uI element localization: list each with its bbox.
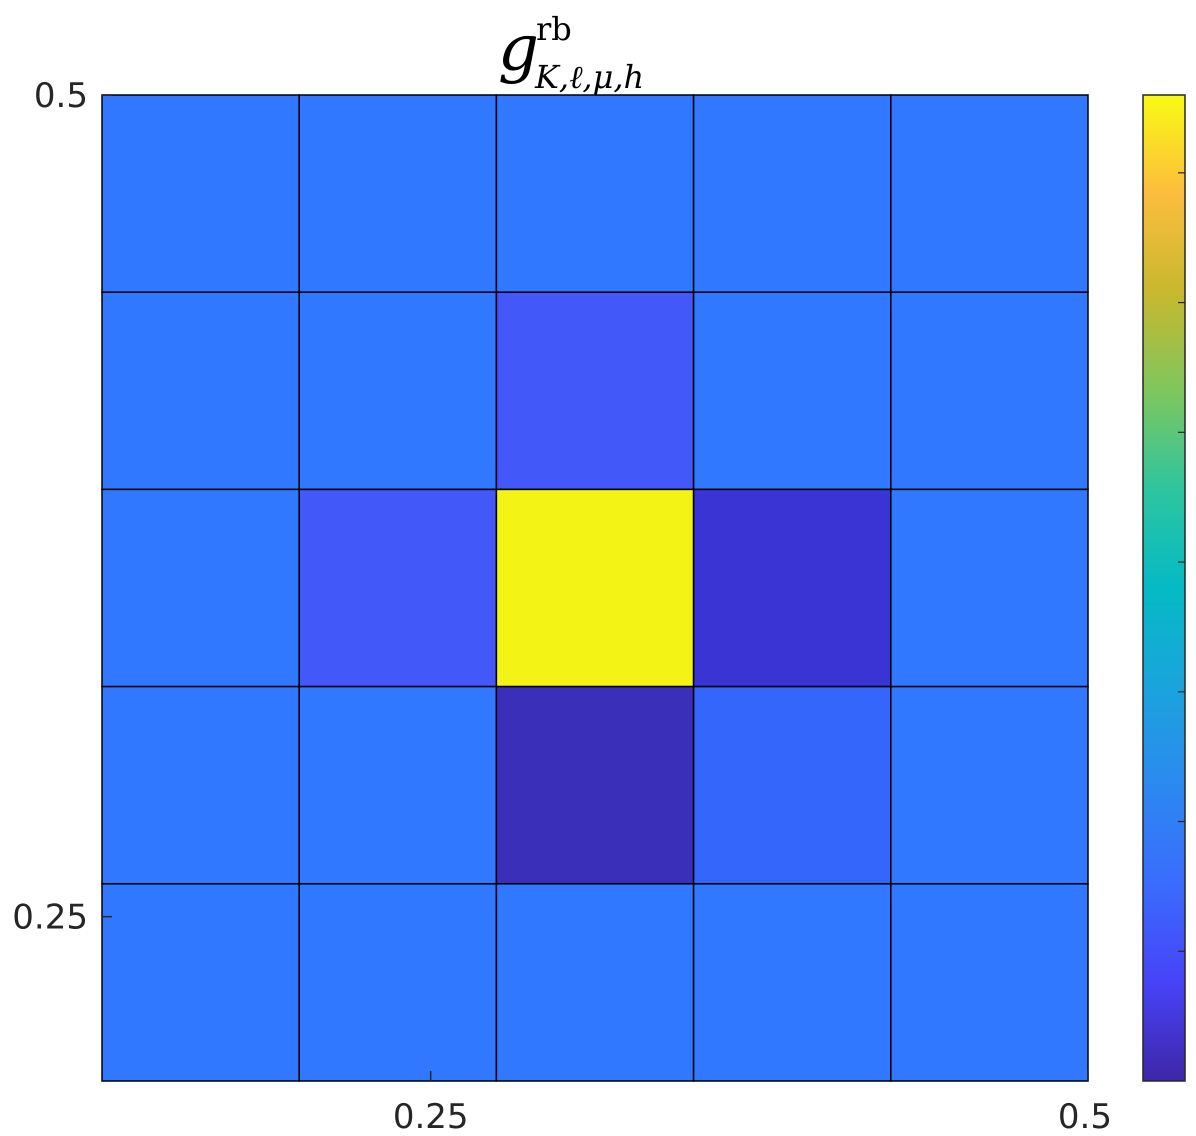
- title-subscript: K,ℓ,μ,h: [534, 58, 644, 96]
- heatmap-cell: [101, 685, 300, 885]
- y-tick-label: 0.25: [12, 898, 88, 938]
- heatmap-cells: [101, 94, 1089, 1082]
- heatmap-cell: [692, 291, 892, 491]
- heatmap-cell: [298, 291, 498, 491]
- heatmap-cell: [101, 488, 300, 688]
- heatmap-cell: [101, 94, 300, 293]
- heatmap-cell: [298, 685, 498, 885]
- chart-title: g rb K,ℓ,μ,h: [498, 10, 644, 96]
- heatmap-cell: [890, 291, 1089, 491]
- colorbar-ticks: [1178, 172, 1185, 952]
- title-symbol: g: [498, 12, 539, 86]
- heatmap-cell: [495, 488, 695, 688]
- axis-ticks: 0.25 0.5 0.5 0.25: [12, 76, 1112, 1136]
- heatmap-cell: [890, 488, 1089, 688]
- heatmap-cell: [692, 883, 892, 1082]
- heatmap-cell: [298, 488, 498, 688]
- heatmap-cell: [101, 883, 300, 1082]
- heatmap-cell: [495, 883, 695, 1082]
- heatmap-cell: [890, 685, 1089, 885]
- heatmap-cell: [890, 883, 1089, 1082]
- heatmap-cell: [101, 291, 300, 491]
- heatmap-cell: [298, 94, 498, 293]
- title-superscript: rb: [536, 10, 572, 48]
- heatmap-cell: [495, 685, 695, 885]
- colorbar: [1142, 94, 1186, 1082]
- colorbar-fill: [1142, 94, 1186, 1082]
- heatmap-cell: [692, 685, 892, 885]
- heatmap-cell: [495, 291, 695, 491]
- x-tick-label: 0.5: [1058, 1097, 1112, 1136]
- heatmap-cell: [890, 94, 1089, 293]
- x-tick-label: 0.25: [393, 1097, 469, 1136]
- heatmap-cell: [692, 94, 892, 293]
- y-tick-label: 0.5: [34, 76, 88, 116]
- heatmap-cell: [298, 883, 498, 1082]
- heatmap-cell: [692, 488, 892, 688]
- heatmap-cell: [495, 94, 695, 293]
